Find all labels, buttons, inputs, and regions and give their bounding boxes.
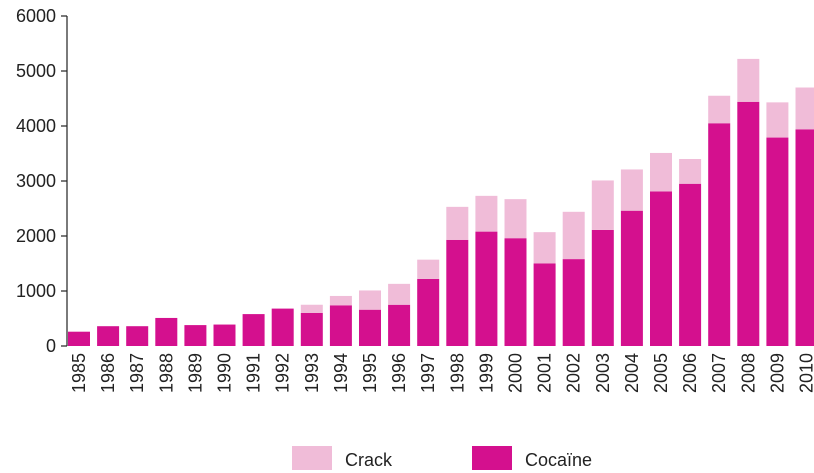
bar-cocaine-1992 bbox=[271, 308, 294, 346]
bar-cocaine-2010 bbox=[795, 129, 814, 346]
bar-cocaine-1999 bbox=[475, 231, 498, 346]
y-tick-label: 1000 bbox=[16, 281, 56, 301]
x-tick-labels: 1985 1986 1987 1988 1989 1990 1991 1992 1993 1994… bbox=[69, 353, 814, 393]
bar-cocaine-2006 bbox=[679, 183, 702, 346]
x-tick-label: 2001 bbox=[535, 353, 555, 393]
bar-cocaine-2004 bbox=[620, 210, 643, 346]
y-tick-label: 5000 bbox=[16, 61, 56, 81]
bar-crack-2010 bbox=[795, 87, 814, 130]
x-tick-label: 2009 bbox=[767, 353, 787, 393]
x-tick-label: 2007 bbox=[709, 353, 729, 393]
bar-cocaine-1998 bbox=[446, 239, 469, 346]
bar-crack-1993 bbox=[300, 304, 323, 313]
legend-label: Crack bbox=[345, 450, 393, 470]
bar-cocaine-1991 bbox=[242, 314, 265, 346]
bars bbox=[68, 58, 814, 346]
x-tick-label: 1987 bbox=[127, 353, 147, 393]
bar-crack-2006 bbox=[679, 159, 702, 184]
x-tick-label: 2004 bbox=[622, 353, 642, 393]
bar-crack-2002 bbox=[562, 211, 585, 260]
y-tick-label: 6000 bbox=[16, 6, 56, 26]
bar-cocaine-2002 bbox=[562, 259, 585, 346]
bar-cocaine-2003 bbox=[591, 229, 614, 346]
bar-crack-2003 bbox=[591, 180, 614, 230]
y-tick-label: 2000 bbox=[16, 226, 56, 246]
legend-label: Cocaïne bbox=[525, 450, 592, 470]
bar-crack-1999 bbox=[475, 195, 498, 232]
x-tick-label: 1998 bbox=[447, 353, 467, 393]
x-tick-label: 2008 bbox=[738, 353, 758, 393]
bar-cocaine-1990 bbox=[213, 324, 236, 346]
bar-crack-2004 bbox=[620, 169, 643, 211]
x-tick-label: 2002 bbox=[564, 353, 584, 393]
bar-crack-1998 bbox=[446, 206, 469, 240]
y-tick-label: 0 bbox=[46, 336, 56, 356]
bar-cocaine-2008 bbox=[737, 101, 760, 346]
bar-crack-2008 bbox=[737, 58, 760, 102]
bar-cocaine-2007 bbox=[708, 123, 731, 346]
bar-crack-2000 bbox=[504, 199, 527, 239]
bar-cocaine-1995 bbox=[359, 309, 381, 346]
legend: Crack Cocaïne bbox=[292, 446, 592, 470]
x-tick-label: 1997 bbox=[418, 353, 438, 393]
bar-cocaine-1989 bbox=[184, 325, 207, 346]
bar-cocaine-1996 bbox=[388, 304, 411, 346]
x-tick-label: 1993 bbox=[302, 353, 322, 393]
x-tick-label: 1985 bbox=[69, 353, 89, 393]
legend-swatch bbox=[292, 446, 332, 470]
x-tick-label: 1992 bbox=[273, 353, 293, 393]
x-tick-label: 2003 bbox=[593, 353, 613, 393]
bar-cocaine-1997 bbox=[417, 278, 440, 346]
x-tick-label: 2010 bbox=[797, 353, 814, 393]
bar-crack-1995 bbox=[359, 290, 381, 310]
bar-cocaine-1987 bbox=[126, 326, 149, 346]
bar-cocaine-1988 bbox=[155, 317, 178, 346]
x-tick-label: 2005 bbox=[651, 353, 671, 393]
bar-crack-1996 bbox=[388, 283, 411, 305]
x-tick-label: 1995 bbox=[360, 353, 380, 393]
y-axis: 0 1000 2000 3000 4000 5000 6000 bbox=[16, 6, 68, 356]
bar-crack-2005 bbox=[650, 152, 672, 192]
bar-cocaine-1985 bbox=[68, 331, 90, 346]
bar-crack-1994 bbox=[329, 295, 352, 306]
x-tick-label: 1990 bbox=[215, 353, 235, 393]
bar-crack-2009 bbox=[766, 102, 789, 138]
bar-cocaine-2000 bbox=[504, 238, 527, 346]
bar-cocaine-1993 bbox=[300, 313, 323, 346]
x-tick-label: 2006 bbox=[680, 353, 700, 393]
x-tick-label: 1989 bbox=[185, 353, 205, 393]
x-tick-label: 1986 bbox=[98, 353, 118, 393]
x-tick-label: 1988 bbox=[156, 353, 176, 393]
y-tick-label: 4000 bbox=[16, 116, 56, 136]
x-tick-label: 1991 bbox=[244, 353, 264, 393]
x-tick-label: 1999 bbox=[476, 353, 496, 393]
bar-cocaine-1994 bbox=[329, 305, 352, 346]
x-tick-label: 2000 bbox=[506, 353, 526, 393]
x-tick-label: 1996 bbox=[389, 353, 409, 393]
bar-cocaine-2001 bbox=[533, 263, 556, 346]
bar-cocaine-2005 bbox=[650, 191, 672, 346]
bar-crack-1997 bbox=[417, 259, 440, 279]
bar-cocaine-2009 bbox=[766, 137, 789, 346]
bar-crack-2007 bbox=[708, 95, 731, 124]
y-tick-label: 3000 bbox=[16, 171, 56, 191]
y-ticks: 0 1000 2000 3000 4000 5000 6000 bbox=[16, 6, 67, 356]
bar-crack-2001 bbox=[533, 232, 556, 264]
legend-swatch bbox=[472, 446, 512, 470]
bar-cocaine-1986 bbox=[97, 326, 120, 346]
x-tick-label: 1994 bbox=[331, 353, 351, 393]
